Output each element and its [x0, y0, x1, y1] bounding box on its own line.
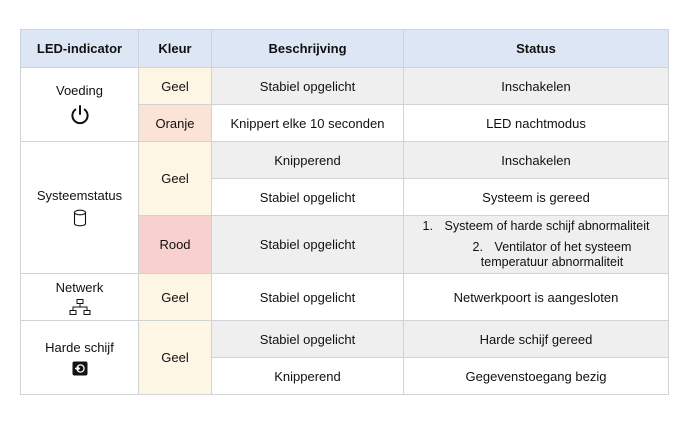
indicator-label: Systeemstatus: [36, 188, 123, 203]
status-cell: LED nachtmodus: [403, 104, 669, 142]
indicator-label: Harde schijf: [45, 339, 114, 355]
hard-drive-icon: [72, 361, 87, 375]
header-status: Status: [403, 29, 669, 68]
indicator-system-status: Systeemstatus: [20, 141, 139, 274]
list-text: Ventilator of het systeem: [494, 240, 632, 254]
table-row: Systeemstatus Geel Knipperend Inschakele…: [20, 141, 669, 274]
power-icon: [70, 105, 89, 125]
list-text: Systeem of harde schijf abnormaliteit: [444, 219, 650, 233]
list-number: 1.: [422, 219, 433, 233]
description-cell: Stabiel opgelicht: [211, 320, 404, 358]
table-row: Rood Stabiel opgelicht 1. Systeem of hard…: [21, 215, 669, 274]
status-cell: 1. Systeem of harde schijf abnormaliteit …: [403, 215, 669, 274]
description-cell: Stabiel opgelicht: [211, 178, 404, 216]
list-text-continued: temperatuur abnormaliteit: [480, 255, 624, 269]
status-cell: Systeem is gereed: [403, 178, 669, 216]
table-row: Knipperend Gegevenstoegang bezig: [21, 357, 669, 395]
description-cell: Knipperend: [211, 141, 404, 179]
description-cell: Knipperend: [211, 357, 404, 395]
status-cell: Harde schijf gereed: [403, 320, 669, 358]
table-row: Harde schijf Geel Stabiel opgelicht Hard…: [20, 320, 669, 395]
color-cell: Geel: [138, 320, 212, 395]
indicator-hard-drive: Harde schijf: [20, 320, 139, 395]
status-list: 1. Systeem of harde schijf abnormaliteit …: [404, 219, 668, 270]
color-cell: Geel: [138, 67, 212, 105]
database-icon: [73, 209, 86, 227]
table-row: Netwerk Geel Stabiel opgelicht Netwerkpo…: [20, 273, 669, 321]
status-cell: Inschakelen: [403, 141, 669, 179]
indicator-power: Voeding: [20, 67, 139, 142]
header-description: Beschrijving: [211, 29, 404, 68]
description-cell: Stabiel opgelicht: [211, 215, 404, 274]
indicator-network: Netwerk: [20, 273, 139, 321]
header-indicator: LED-indicator: [20, 29, 139, 68]
color-cell: Rood: [138, 215, 212, 274]
indicator-label: Voeding: [56, 83, 103, 98]
led-indicator-table: LED-indicator Kleur Beschrijving Status …: [20, 29, 669, 395]
indicator-label: Netwerk: [55, 279, 104, 295]
header-row: LED-indicator Kleur Beschrijving Status: [20, 29, 669, 68]
status-cell: Inschakelen: [403, 67, 669, 105]
network-icon: [69, 298, 90, 315]
list-item: 2. Ventilator of het systeem temperatuur …: [404, 240, 668, 270]
table-row: Voeding Geel Stabiel opgelicht Inschakel…: [20, 67, 669, 142]
description-cell: Stabiel opgelicht: [211, 273, 404, 321]
color-cell: Oranje: [138, 104, 212, 142]
description-cell: Knippert elke 10 seconden: [211, 104, 404, 142]
header-color: Kleur: [138, 29, 212, 68]
status-cell: Gegevenstoegang bezig: [403, 357, 669, 395]
color-cell: Geel: [138, 141, 212, 216]
list-number: 2.: [472, 240, 483, 254]
color-cell: Geel: [138, 273, 212, 321]
description-cell: Stabiel opgelicht: [211, 67, 404, 105]
list-item: 1. Systeem of harde schijf abnormaliteit: [404, 219, 668, 234]
status-cell: Netwerkpoort is aangesloten: [403, 273, 669, 321]
